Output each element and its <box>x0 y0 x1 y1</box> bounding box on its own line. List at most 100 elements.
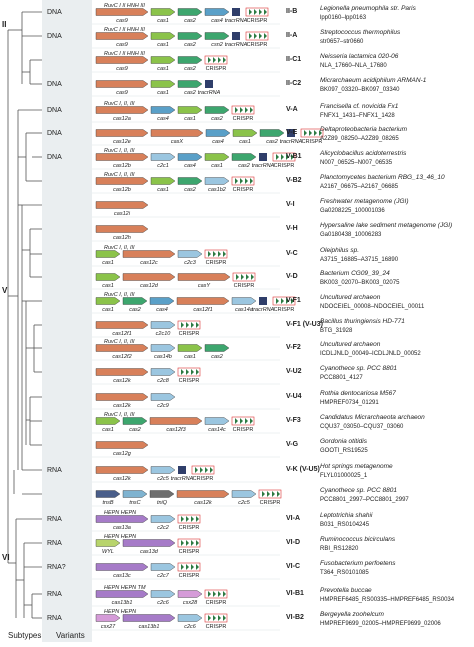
subtype-label: V-K (V-U5) <box>286 466 320 473</box>
crispr-repeat <box>264 33 267 39</box>
gene-arrow <box>177 250 203 258</box>
type-label-v: V <box>2 286 8 295</box>
gene-label: cas2 <box>238 163 250 169</box>
organism-name: Hypersaline lake sediment metagenome (JG… <box>320 222 452 229</box>
domain-annotation: RuvC I, II, III <box>104 172 135 178</box>
crispr-repeat <box>213 57 216 63</box>
gene-arrow <box>95 321 149 329</box>
organism-name: Oleiphilus sp. <box>320 247 359 254</box>
domain-annotation: HEPN HEPN <box>104 534 136 540</box>
gene-arrow <box>95 153 149 161</box>
crispr-repeat <box>208 251 211 257</box>
crispr-label: CRISPR <box>193 476 214 482</box>
crispr-repeat <box>245 178 248 184</box>
gene-label: cas12f1 <box>193 307 212 313</box>
gene-arrow <box>95 490 121 498</box>
gene-label: cas14a <box>235 307 253 313</box>
gene-label: cas1 <box>184 116 196 122</box>
tracr-rna-block <box>178 466 186 474</box>
subtype-label: V-U2 <box>286 368 302 375</box>
gene-label: casY <box>198 283 211 289</box>
gene-arrow <box>95 417 121 425</box>
crispr-repeat <box>196 564 199 570</box>
subtype-label: V-C <box>286 250 298 257</box>
gene-arrow <box>204 344 230 352</box>
crispr-repeat <box>191 322 194 328</box>
organism-name: Neisseria lactamica 020-06 <box>320 53 399 60</box>
gene-label: cas2 <box>266 139 278 145</box>
locus-ids: RBI_RS12820 <box>320 546 359 552</box>
crispr-repeat <box>240 418 243 424</box>
gene-arrow <box>95 344 149 352</box>
gene-label: c2c5 <box>157 476 170 482</box>
locus-ids: N007_06525–N007_06535 <box>320 160 393 166</box>
organism-name: Alicyclobacillus acidoterrestris <box>319 150 407 157</box>
tracr-rna-label: tracrRNA <box>280 139 303 145</box>
locus-ids: FNFX1_1431–FNFX1_1428 <box>320 113 395 119</box>
gene-label: cas14c <box>208 427 226 433</box>
locus-ids: HMPREF0734_01291 <box>320 400 379 406</box>
crispr-label: CRISPR <box>206 624 227 630</box>
crispr-repeat <box>208 591 211 597</box>
locus-ids: T364_RS0101085 <box>320 570 369 576</box>
gene-label: cas4 <box>157 116 169 122</box>
gene-arrow <box>150 32 176 40</box>
tracr-rna-label: tracrRNA <box>225 42 248 48</box>
crispr-label: CRISPR <box>233 427 254 433</box>
locus-ids: GOOTI_RS19525 <box>320 448 368 454</box>
crispr-label: CRISPR <box>247 42 268 48</box>
gene-label: cas13b1 <box>112 600 133 606</box>
domain-annotation: RuvC I, II, III <box>104 292 135 298</box>
locus-ids: ICDLJNLD_00049–ICDLJNLD_00052 <box>320 351 421 357</box>
organism-name: Gordonia otitidis <box>320 438 368 445</box>
gene-arrow <box>95 225 149 233</box>
crispr-repeat <box>250 107 253 113</box>
crispr-repeat <box>181 322 184 328</box>
gene-arrow <box>95 515 149 523</box>
gene-label: cas12c <box>140 260 158 266</box>
gene-label: cas13a <box>113 525 131 531</box>
crispr-repeat <box>262 491 265 497</box>
gene-label: cas2 <box>184 187 196 193</box>
gene-label: csx27 <box>101 624 116 630</box>
molecule-label: RNA <box>47 540 62 547</box>
gene-arrow <box>150 153 176 161</box>
crispr-repeat <box>186 516 189 522</box>
gene-arrow <box>150 56 176 64</box>
domain-annotation: RuvC I, II, III <box>104 245 135 251</box>
gene-arrow <box>122 417 148 425</box>
gene-arrow <box>95 539 121 547</box>
crispr-label: CRISPR <box>233 187 254 193</box>
gene-arrow <box>204 8 230 16</box>
crispr-repeat <box>254 33 257 39</box>
subtype-label: II-C2 <box>286 80 301 87</box>
organism-name: Prevotella buccae <box>320 587 372 594</box>
gene-arrow <box>150 393 176 401</box>
crispr-label: CRISPR <box>234 283 255 289</box>
crispr-repeat <box>213 591 216 597</box>
crispr-repeat <box>191 540 194 546</box>
subtype-label: V-F3 <box>286 417 301 424</box>
crispr-repeat <box>218 251 221 257</box>
gene-label: cas14b <box>154 354 172 360</box>
gene-label: c2c9 <box>157 403 169 409</box>
crispr-repeat <box>218 57 221 63</box>
gene-arrow <box>231 490 257 498</box>
gene-arrow <box>95 466 149 474</box>
gene-arrow <box>259 129 285 137</box>
crispr-repeat <box>235 107 238 113</box>
locus-ids: CQU37_03050–CQU37_03060 <box>320 424 404 430</box>
subtype-label: V-F1 (V-U3) <box>286 321 323 328</box>
molecule-label: RNA? <box>47 564 66 571</box>
crispr-label: CRISPR <box>179 549 200 555</box>
molecule-label: RNA <box>47 591 62 598</box>
tracr-rna-label: tracrRNA <box>198 90 221 96</box>
gene-label: c2c3 <box>184 260 197 266</box>
gene-label: cas13d <box>140 549 159 555</box>
crispr-repeat <box>186 369 189 375</box>
gene-arrow <box>177 614 203 622</box>
crispr-repeat <box>240 178 243 184</box>
gene-label: cas9 <box>116 66 128 72</box>
